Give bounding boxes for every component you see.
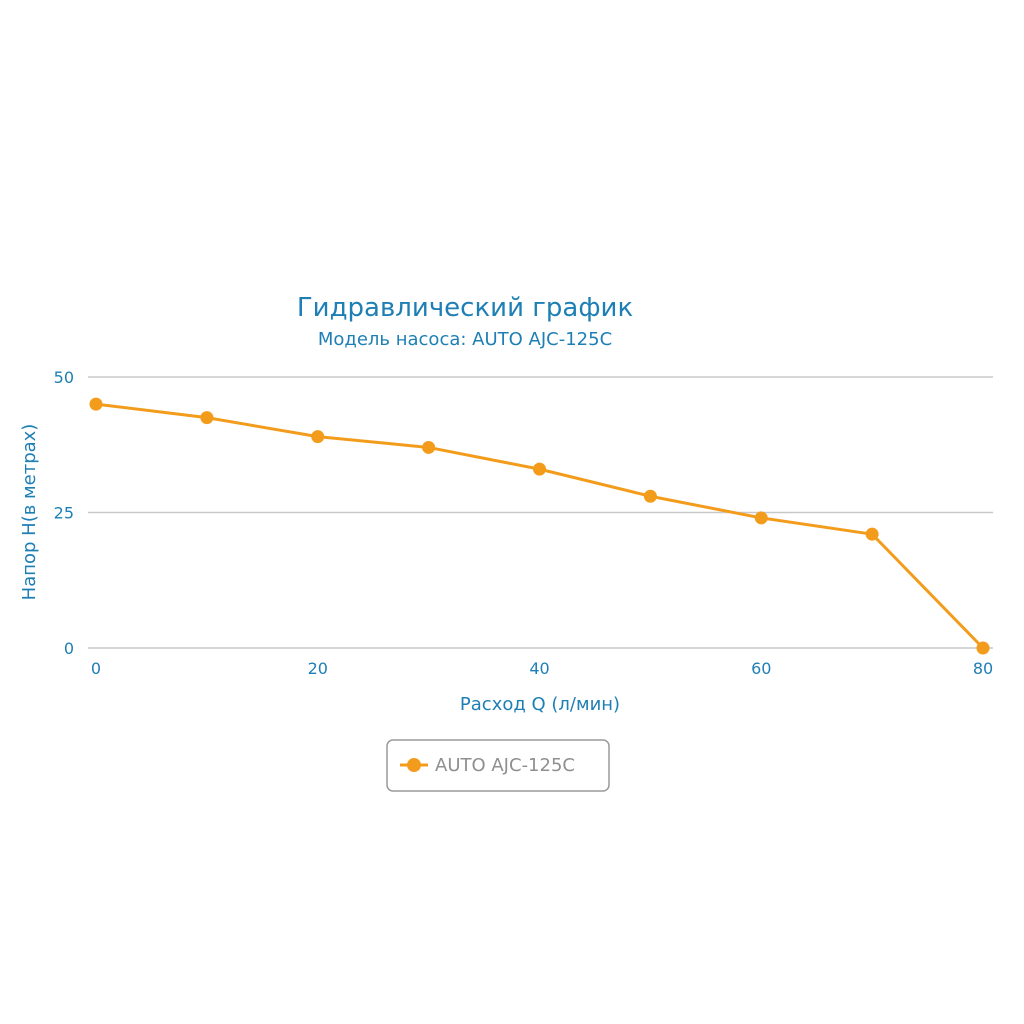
data-point[interactable] (976, 641, 990, 655)
data-point[interactable] (643, 489, 657, 503)
data-point[interactable] (200, 411, 214, 425)
x-tick-label: 40 (529, 659, 549, 678)
chart-title: Гидравлический график (297, 293, 633, 323)
axis-ticks: 0 25 50 0 20 40 60 80 (54, 368, 994, 678)
data-point[interactable] (311, 430, 325, 444)
y-tick-label: 50 (54, 368, 74, 387)
legend[interactable]: AUTO AJC-125C (386, 739, 610, 792)
x-tick-label: 20 (308, 659, 328, 678)
y-tick-label: 25 (54, 504, 74, 523)
chart-subtitle: Модель насоса: AUTO AJC-125C (318, 329, 612, 350)
y-tick-label: 0 (64, 639, 74, 658)
series-line (95, 402, 985, 650)
data-point[interactable] (754, 511, 768, 525)
data-point[interactable] (422, 440, 436, 454)
y-axis-label: Напор H(в метрах) (19, 424, 40, 601)
legend-marker-icon (407, 758, 421, 772)
data-point[interactable] (533, 462, 546, 476)
x-tick-label: 80 (973, 659, 993, 678)
x-tick-label: 60 (751, 659, 771, 678)
x-axis-label: Расход Q (л/мин) (460, 694, 620, 715)
x-tick-label: 0 (91, 659, 101, 678)
legend-label: AUTO AJC-125C (435, 755, 575, 776)
legend-box (386, 739, 610, 792)
data-point[interactable] (89, 397, 103, 411)
data-point[interactable] (865, 527, 879, 541)
series-layer (89, 397, 990, 655)
grid-lines (88, 376, 993, 649)
